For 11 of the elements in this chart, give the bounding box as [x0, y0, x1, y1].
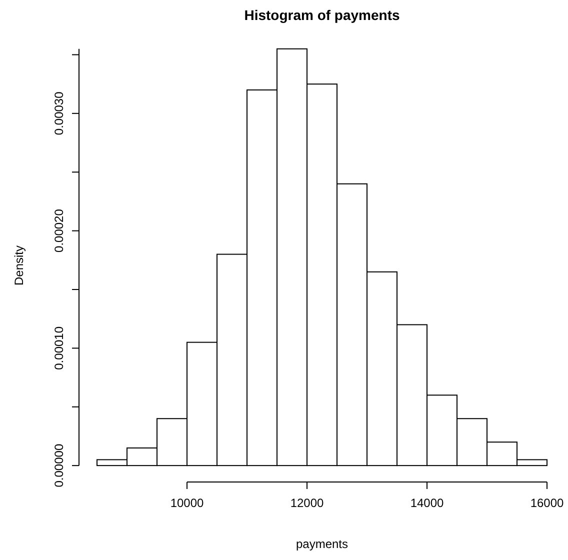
chart-title: Histogram of payments — [244, 7, 400, 23]
y-axis-title: Density — [12, 245, 26, 286]
x-tick-label: 10000 — [170, 496, 204, 510]
x-tick-label: 16000 — [530, 496, 564, 510]
y-tick-label: 0.00030 — [52, 91, 66, 136]
x-axis-title: payments — [296, 537, 348, 551]
y-tick-label: 0.00000 — [52, 444, 66, 488]
y-tick-label: 0.00020 — [52, 208, 66, 252]
y-tick-label: 0.00010 — [52, 326, 66, 370]
x-tick-label: 12000 — [290, 496, 324, 510]
x-tick-label: 14000 — [410, 496, 444, 510]
